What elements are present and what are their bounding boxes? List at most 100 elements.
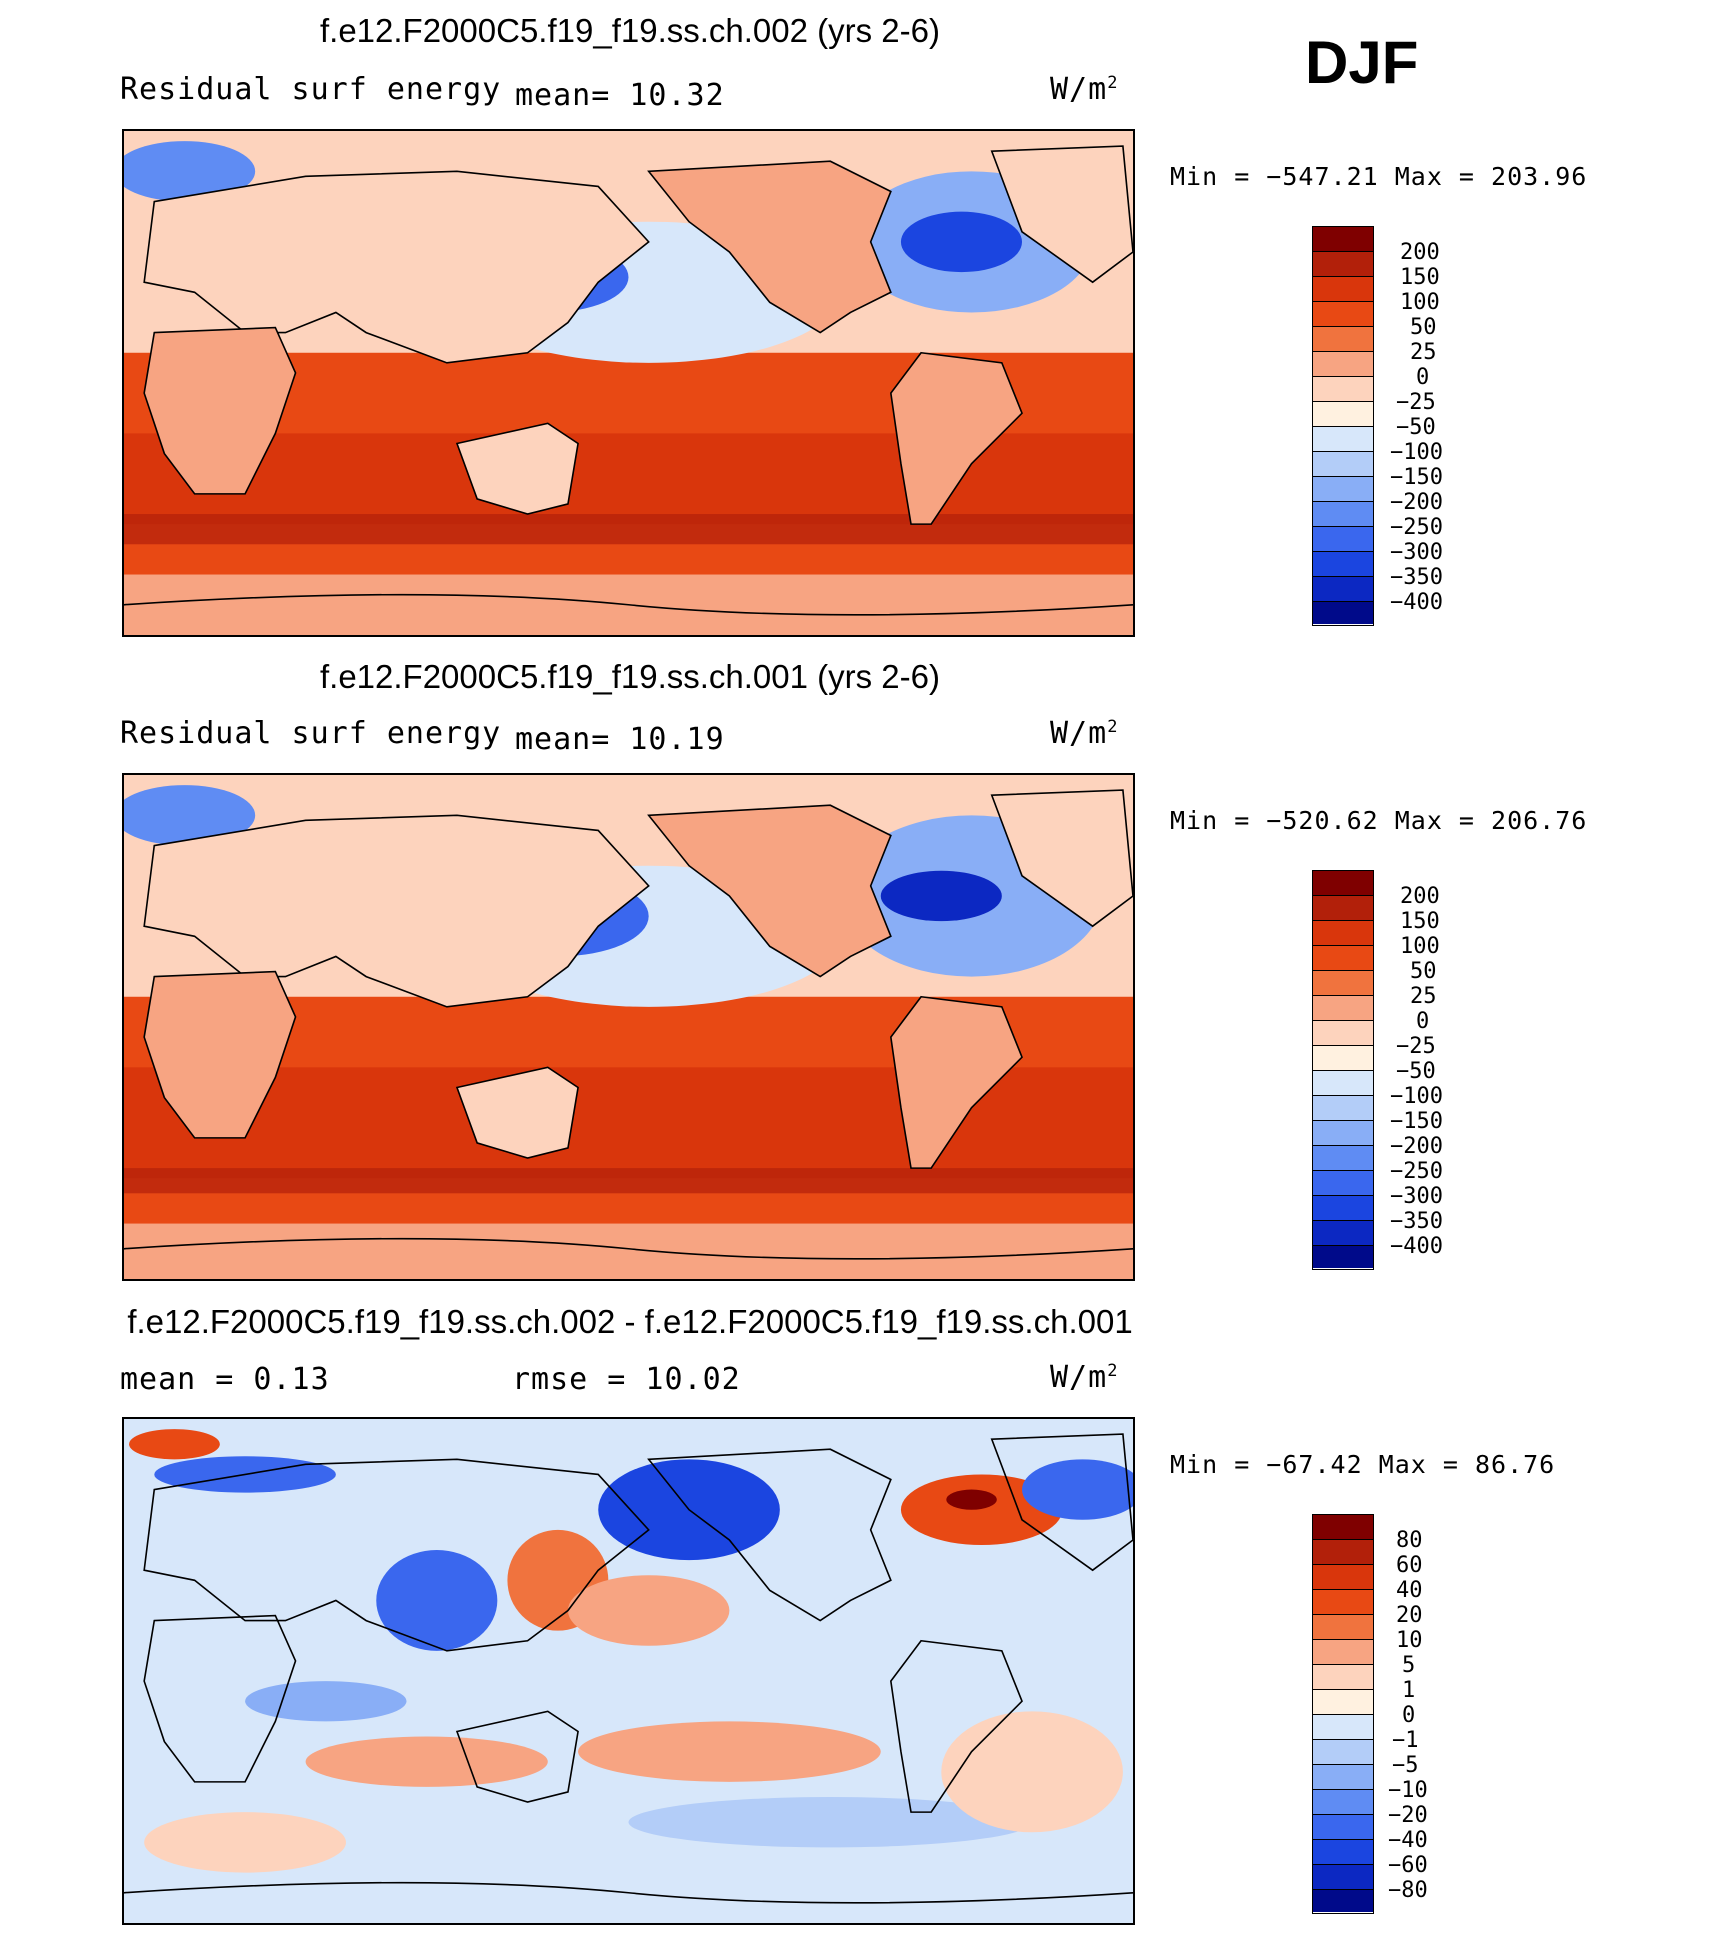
colorbar-tick-label: −80 <box>1388 1878 1428 1903</box>
panel-1-map-graphic <box>124 131 1133 635</box>
colorbar-swatch <box>1313 1890 1373 1912</box>
colorbar-swatch <box>1313 352 1373 377</box>
colorbar-tick-label: 80 <box>1396 1528 1423 1553</box>
panel-3-units: W/m2 <box>1050 1360 1119 1395</box>
colorbar-tick-label: −20 <box>1388 1803 1428 1828</box>
colorbar-swatch <box>1313 1865 1373 1890</box>
panel-3-rmse-label: rmse = 10.02 <box>512 1362 741 1397</box>
colorbar-swatch <box>1313 1565 1373 1590</box>
colorbar-swatch <box>1313 996 1373 1021</box>
colorbar-swatch <box>1313 477 1373 502</box>
colorbar-tick-label: −300 <box>1390 540 1443 565</box>
colorbar-tick-label: 150 <box>1400 265 1440 290</box>
colorbar-swatch <box>1313 377 1373 402</box>
panel-1-mean-label: mean= 10.32 <box>515 78 725 113</box>
colorbar-swatch <box>1313 1615 1373 1640</box>
colorbar-tick-label: 150 <box>1400 909 1440 934</box>
colorbar-tick-label: 40 <box>1396 1578 1423 1603</box>
panel-3-colorbar <box>1312 1514 1374 1914</box>
panel-1-units: W/m2 <box>1050 72 1119 107</box>
colorbar-swatch <box>1313 502 1373 527</box>
colorbar-swatch <box>1313 1815 1373 1840</box>
panel-1-minmax: Min = −547.21 Max = 203.96 <box>1170 162 1588 191</box>
colorbar-swatch <box>1313 1715 1373 1740</box>
panel-1-colorbar <box>1312 226 1374 626</box>
colorbar-tick-label: −400 <box>1390 1234 1443 1259</box>
panel-1-map <box>122 129 1135 637</box>
colorbar-tick-label: 0 <box>1416 1009 1430 1034</box>
colorbar-tick-label: 200 <box>1400 884 1440 909</box>
panel-3-mean-label: mean = 0.13 <box>120 1362 330 1397</box>
panel-1-title: f.e12.F2000C5.f19_f19.ss.ch.002 (yrs 2-6… <box>319 12 940 49</box>
colorbar-swatch <box>1313 277 1373 302</box>
colorbar-tick-label: −5 <box>1392 1753 1419 1778</box>
colorbar-tick-label: −300 <box>1390 1184 1443 1209</box>
colorbar-tick-label: −350 <box>1390 1209 1443 1234</box>
colorbar-swatch <box>1313 1640 1373 1665</box>
colorbar-swatch <box>1313 1146 1373 1171</box>
colorbar-tick-label: 100 <box>1400 290 1440 315</box>
panel-2-colorbar <box>1312 870 1374 1270</box>
colorbar-swatch <box>1313 1590 1373 1615</box>
colorbar-tick-label: −200 <box>1390 1134 1443 1159</box>
colorbar-swatch <box>1313 527 1373 552</box>
panel-3-map <box>122 1417 1135 1925</box>
colorbar-tick-label: −150 <box>1390 1109 1443 1134</box>
colorbar-swatch <box>1313 1121 1373 1146</box>
colorbar-swatch <box>1313 896 1373 921</box>
colorbar-swatch <box>1313 1690 1373 1715</box>
colorbar-tick-label: −250 <box>1390 515 1443 540</box>
colorbar-swatch <box>1313 227 1373 252</box>
colorbar-swatch <box>1313 1171 1373 1196</box>
colorbar-tick-label: −60 <box>1388 1853 1428 1878</box>
colorbar-tick-label: 100 <box>1400 934 1440 959</box>
colorbar-tick-label: −25 <box>1396 1034 1436 1059</box>
panel-2-mean-label: mean= 10.19 <box>515 722 725 757</box>
colorbar-swatch <box>1313 1096 1373 1121</box>
colorbar-tick-label: 200 <box>1400 240 1440 265</box>
colorbar-tick-label: 20 <box>1396 1603 1423 1628</box>
colorbar-tick-label: −100 <box>1390 440 1443 465</box>
colorbar-swatch <box>1313 302 1373 327</box>
panel-3-map-graphic <box>124 1419 1133 1923</box>
colorbar-tick-label: 25 <box>1410 984 1437 1009</box>
colorbar-swatch <box>1313 921 1373 946</box>
colorbar-swatch <box>1313 402 1373 427</box>
colorbar-tick-label: −1 <box>1392 1728 1419 1753</box>
colorbar-swatch <box>1313 1196 1373 1221</box>
panel-1-variable-label: Residual surf energy <box>120 72 502 107</box>
colorbar-tick-label: 0 <box>1402 1703 1416 1728</box>
colorbar-tick-label: 0 <box>1416 365 1430 390</box>
colorbar-swatch <box>1313 1221 1373 1246</box>
colorbar-tick-label: −250 <box>1390 1159 1443 1184</box>
colorbar-tick-label: 1 <box>1402 1678 1416 1703</box>
colorbar-tick-label: −25 <box>1396 390 1436 415</box>
colorbar-swatch <box>1313 1246 1373 1268</box>
panel-2-map <box>122 773 1135 1281</box>
colorbar-swatch <box>1313 1840 1373 1865</box>
colorbar-swatch <box>1313 1790 1373 1815</box>
colorbar-tick-label: 50 <box>1410 315 1437 340</box>
colorbar-tick-label: 50 <box>1410 959 1437 984</box>
colorbar-swatch <box>1313 452 1373 477</box>
panel-2-title: f.e12.F2000C5.f19_f19.ss.ch.001 (yrs 2-6… <box>319 658 940 695</box>
colorbar-swatch <box>1313 1665 1373 1690</box>
colorbar-tick-label: −200 <box>1390 490 1443 515</box>
colorbar-swatch <box>1313 1740 1373 1765</box>
colorbar-tick-label: 10 <box>1396 1628 1423 1653</box>
colorbar-swatch <box>1313 871 1373 896</box>
colorbar-swatch <box>1313 327 1373 352</box>
colorbar-tick-label: −350 <box>1390 565 1443 590</box>
panel-3-title: f.e12.F2000C5.f19_f19.ss.ch.002 - f.e12.… <box>127 1303 1133 1340</box>
colorbar-swatch <box>1313 552 1373 577</box>
colorbar-swatch <box>1313 1021 1373 1046</box>
colorbar-tick-label: 25 <box>1410 340 1437 365</box>
colorbar-swatch <box>1313 1071 1373 1096</box>
colorbar-swatch <box>1313 971 1373 996</box>
colorbar-swatch <box>1313 1540 1373 1565</box>
colorbar-tick-label: 5 <box>1402 1653 1416 1678</box>
season-label: DJF <box>1305 29 1419 96</box>
panel-2-variable-label: Residual surf energy <box>120 716 502 751</box>
colorbar-tick-label: −400 <box>1390 590 1443 615</box>
colorbar-swatch <box>1313 427 1373 452</box>
